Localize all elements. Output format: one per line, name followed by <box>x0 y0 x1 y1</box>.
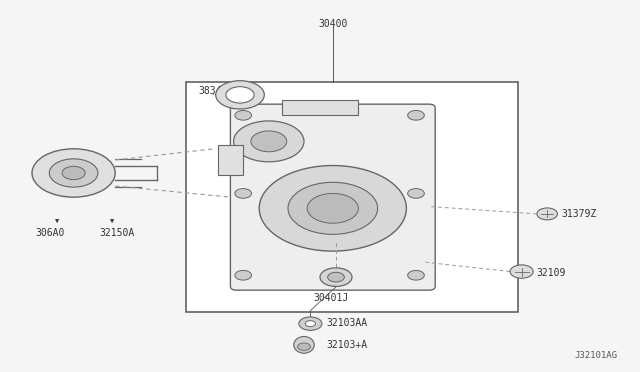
Circle shape <box>32 149 115 197</box>
Ellipse shape <box>294 336 314 353</box>
Text: 38342M: 38342M <box>198 86 234 96</box>
FancyBboxPatch shape <box>230 104 435 290</box>
Text: 32103AA: 32103AA <box>326 318 367 328</box>
Circle shape <box>288 182 378 234</box>
Circle shape <box>235 110 252 120</box>
Circle shape <box>299 317 322 330</box>
Circle shape <box>235 189 252 198</box>
Text: 306A0: 306A0 <box>35 228 65 237</box>
Bar <box>186 82 518 312</box>
Text: J32101AG: J32101AG <box>575 351 618 360</box>
Text: 31379Z: 31379Z <box>561 209 596 219</box>
Text: ▼: ▼ <box>110 218 114 224</box>
Circle shape <box>298 343 310 350</box>
Text: 32103+A: 32103+A <box>326 340 367 350</box>
Text: 32150A: 32150A <box>99 228 134 237</box>
Circle shape <box>510 265 533 278</box>
Circle shape <box>216 81 264 109</box>
Circle shape <box>408 189 424 198</box>
Circle shape <box>305 321 316 327</box>
Text: ▼: ▼ <box>56 218 60 224</box>
Circle shape <box>259 166 406 251</box>
Text: 32109: 32109 <box>536 269 566 278</box>
Circle shape <box>234 121 304 162</box>
Circle shape <box>408 110 424 120</box>
Circle shape <box>251 131 287 152</box>
Circle shape <box>307 193 358 223</box>
Circle shape <box>320 268 352 286</box>
Circle shape <box>62 166 85 180</box>
Circle shape <box>235 270 252 280</box>
Text: 30401J: 30401J <box>314 293 349 302</box>
Text: 30400: 30400 <box>318 19 348 29</box>
Circle shape <box>226 87 254 103</box>
Bar <box>282 100 358 115</box>
Circle shape <box>408 270 424 280</box>
Circle shape <box>328 272 344 282</box>
Bar <box>218 145 243 175</box>
Circle shape <box>537 208 557 220</box>
Circle shape <box>49 159 98 187</box>
